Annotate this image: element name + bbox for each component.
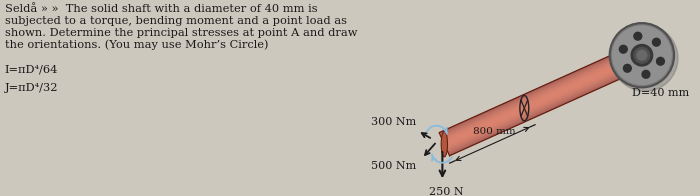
Polygon shape (444, 59, 635, 145)
Text: I=πD⁴/64: I=πD⁴/64 (5, 64, 58, 74)
Ellipse shape (441, 132, 447, 157)
Polygon shape (442, 54, 633, 140)
Polygon shape (447, 65, 638, 151)
Polygon shape (441, 51, 631, 137)
Polygon shape (443, 56, 634, 142)
Polygon shape (449, 67, 639, 153)
Polygon shape (444, 59, 636, 145)
Polygon shape (440, 50, 631, 136)
Polygon shape (445, 60, 636, 146)
Polygon shape (446, 61, 636, 147)
Circle shape (637, 50, 647, 60)
Circle shape (634, 32, 642, 40)
Polygon shape (449, 68, 639, 154)
Text: D=40 mm: D=40 mm (632, 88, 690, 98)
Text: 800 mm: 800 mm (473, 127, 516, 136)
Polygon shape (442, 53, 632, 139)
Polygon shape (443, 55, 634, 142)
Circle shape (634, 47, 650, 63)
Polygon shape (440, 49, 631, 136)
Polygon shape (449, 69, 640, 155)
Polygon shape (442, 55, 634, 141)
Polygon shape (448, 66, 638, 152)
Polygon shape (439, 47, 630, 133)
Circle shape (624, 64, 631, 72)
Circle shape (610, 23, 674, 87)
Polygon shape (441, 51, 631, 137)
Polygon shape (443, 56, 634, 142)
Polygon shape (442, 52, 632, 138)
Circle shape (657, 57, 664, 65)
Polygon shape (445, 60, 636, 146)
Polygon shape (444, 57, 634, 143)
Polygon shape (440, 47, 630, 134)
Polygon shape (449, 69, 640, 155)
Circle shape (620, 45, 627, 53)
Circle shape (642, 70, 650, 78)
Polygon shape (449, 68, 639, 154)
Polygon shape (441, 52, 632, 138)
Polygon shape (442, 54, 634, 141)
Polygon shape (447, 65, 638, 152)
Polygon shape (444, 58, 635, 144)
Polygon shape (440, 48, 630, 134)
Polygon shape (447, 65, 638, 151)
Polygon shape (440, 48, 630, 134)
Text: 250 N: 250 N (428, 187, 463, 196)
Text: 300 Nm: 300 Nm (371, 117, 416, 127)
Polygon shape (445, 60, 636, 146)
Polygon shape (444, 57, 634, 143)
Polygon shape (441, 51, 632, 138)
Polygon shape (447, 63, 637, 149)
Polygon shape (447, 64, 638, 150)
Polygon shape (448, 66, 638, 152)
Circle shape (652, 38, 660, 46)
Text: shown. Determine the principal stresses at point A and draw: shown. Determine the principal stresses … (5, 28, 358, 38)
Text: the orientations. (You may use Mohr’s Circle): the orientations. (You may use Mohr’s Ci… (5, 40, 268, 50)
Text: 500 Nm: 500 Nm (371, 161, 416, 171)
Polygon shape (442, 54, 633, 140)
Polygon shape (440, 50, 631, 136)
Polygon shape (447, 64, 638, 150)
Circle shape (612, 26, 671, 84)
Polygon shape (445, 61, 636, 147)
Polygon shape (447, 63, 637, 149)
Polygon shape (444, 58, 635, 144)
Text: subjected to a torque, bending moment and a point load as: subjected to a torque, bending moment an… (5, 16, 347, 26)
Polygon shape (448, 67, 638, 153)
Text: J=πD⁴/32: J=πD⁴/32 (5, 83, 58, 93)
Polygon shape (446, 62, 636, 148)
Polygon shape (440, 49, 631, 135)
Polygon shape (442, 53, 633, 140)
Polygon shape (449, 70, 640, 156)
Polygon shape (449, 69, 640, 155)
Text: Seldå » »  The solid shaft with a diameter of 40 mm is: Seldå » » The solid shaft with a diamete… (5, 4, 318, 14)
Circle shape (631, 44, 652, 66)
Polygon shape (446, 62, 637, 148)
Polygon shape (439, 47, 629, 133)
Polygon shape (444, 58, 635, 145)
Polygon shape (446, 62, 636, 148)
Polygon shape (448, 67, 639, 153)
Circle shape (612, 25, 678, 91)
Polygon shape (444, 56, 634, 143)
Polygon shape (447, 64, 637, 150)
Polygon shape (440, 49, 631, 135)
Polygon shape (442, 53, 633, 139)
